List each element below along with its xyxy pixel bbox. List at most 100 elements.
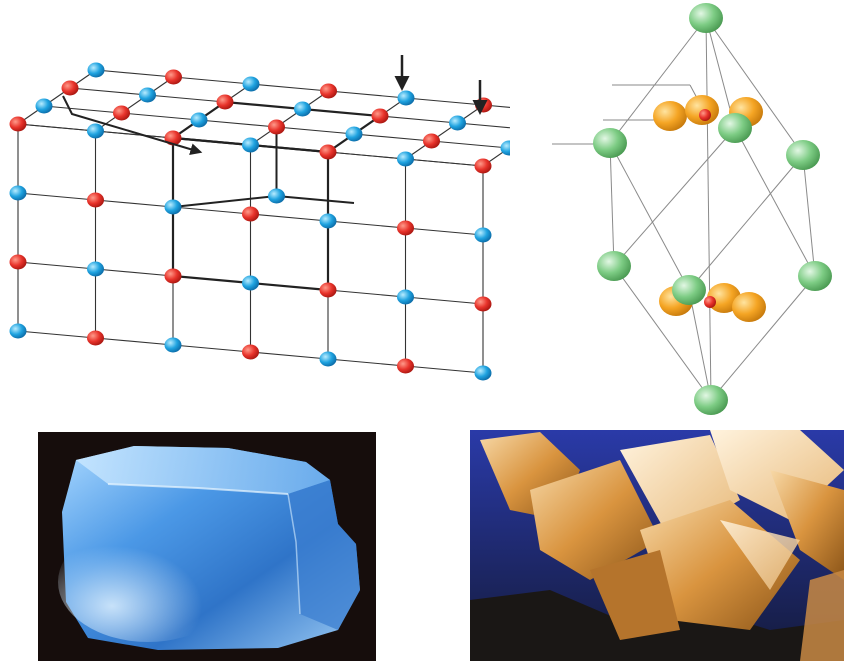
calcium-atom bbox=[786, 140, 820, 170]
cell-edge bbox=[609, 17, 707, 144]
cell-edge bbox=[705, 17, 712, 401]
lattice-line bbox=[328, 90, 407, 99]
lattice-line bbox=[121, 112, 200, 121]
crystal-shard bbox=[720, 520, 800, 590]
blue-ion bbox=[35, 98, 53, 114]
blue-ion bbox=[319, 213, 337, 229]
oxygen-atom bbox=[653, 101, 687, 131]
lattice-line bbox=[379, 115, 458, 124]
red-ion bbox=[423, 133, 440, 149]
carbon-atom bbox=[699, 109, 711, 121]
lattice-line bbox=[69, 87, 148, 96]
blue-ion bbox=[474, 365, 492, 381]
blue-ion bbox=[242, 76, 260, 92]
lattice-line bbox=[198, 119, 277, 128]
blue-ion bbox=[500, 140, 510, 156]
lattice-line bbox=[431, 140, 510, 149]
lattice-line bbox=[405, 97, 484, 106]
calcite-unit-cell-diagram bbox=[540, 0, 844, 420]
cell-edge bbox=[705, 17, 804, 156]
calcium-atom bbox=[694, 385, 728, 415]
blue-ion bbox=[449, 115, 466, 131]
calcium-atom bbox=[718, 113, 752, 143]
lattice-line bbox=[327, 289, 406, 298]
nacl-lattice-diagram bbox=[0, 0, 510, 420]
calcite-cell-svg bbox=[552, 3, 832, 415]
carbon-atom bbox=[704, 296, 716, 308]
lattice-line bbox=[276, 126, 355, 135]
halite-crystal-photo bbox=[38, 432, 376, 661]
lattice-ions bbox=[9, 62, 510, 381]
calcium-atom bbox=[593, 128, 627, 158]
lattice-line bbox=[95, 268, 174, 277]
blue-ion bbox=[474, 227, 492, 243]
lattice-line bbox=[95, 199, 174, 208]
blue-ion bbox=[242, 275, 259, 291]
lattice-line bbox=[43, 105, 122, 114]
crystal-highlight bbox=[58, 522, 238, 642]
lattice-line bbox=[353, 133, 432, 142]
blue-ion bbox=[268, 188, 285, 204]
lattice-line bbox=[327, 220, 406, 229]
lattice-line bbox=[405, 365, 484, 374]
calcium-atom bbox=[798, 261, 832, 291]
lattice-lines bbox=[17, 69, 510, 374]
lattice-line bbox=[17, 261, 96, 270]
blue-ion bbox=[9, 323, 27, 339]
red-ion bbox=[474, 296, 492, 312]
lattice-line bbox=[147, 94, 226, 103]
crystal-shard bbox=[590, 550, 680, 640]
lattice-line bbox=[327, 151, 406, 160]
red-ion bbox=[371, 108, 389, 124]
lattice-line bbox=[95, 69, 174, 78]
lattice-line bbox=[405, 158, 484, 167]
red-ion bbox=[87, 192, 104, 208]
red-ion bbox=[474, 158, 492, 174]
lattice-line bbox=[250, 213, 329, 222]
blue-ion bbox=[164, 337, 182, 353]
cell-edge bbox=[609, 142, 615, 267]
lattice-line bbox=[172, 206, 251, 215]
blue-ion bbox=[397, 90, 415, 106]
lattice-line bbox=[405, 296, 484, 305]
cell-edge bbox=[613, 127, 736, 267]
cell-edge bbox=[688, 289, 712, 401]
pointer-arrows bbox=[62, 55, 488, 156]
blue-ion bbox=[242, 137, 259, 153]
red-ion bbox=[164, 268, 182, 284]
red-ion bbox=[242, 206, 259, 222]
lattice-line bbox=[17, 192, 96, 201]
cell-edge bbox=[609, 142, 690, 291]
blue-ion bbox=[87, 261, 104, 277]
calcite-crystal-image bbox=[470, 430, 844, 661]
cell-edge bbox=[688, 154, 804, 291]
calcium-atom bbox=[672, 275, 706, 305]
blue-ion bbox=[87, 123, 104, 139]
red-ion bbox=[61, 80, 79, 96]
lattice-line bbox=[173, 76, 252, 85]
lattice-line bbox=[276, 195, 355, 204]
crystal-edge bbox=[287, 493, 301, 615]
lattice-line bbox=[172, 344, 251, 353]
halite-crystal-image bbox=[58, 446, 360, 650]
red-ion bbox=[165, 69, 182, 85]
red-ion bbox=[319, 144, 337, 160]
lattice-line bbox=[172, 195, 277, 208]
lattice-line bbox=[327, 358, 406, 367]
cell-pointer-arrow bbox=[62, 95, 203, 156]
blue-ion bbox=[319, 351, 337, 367]
red-ion bbox=[87, 330, 104, 346]
oxygen-atom bbox=[732, 292, 766, 322]
red-ion bbox=[268, 119, 285, 135]
lattice-line bbox=[405, 227, 484, 236]
blue-ion bbox=[9, 185, 27, 201]
crystal-side-face bbox=[288, 480, 360, 630]
lattice-line bbox=[457, 122, 510, 129]
lattice-line bbox=[250, 83, 329, 92]
red-ion bbox=[9, 254, 27, 270]
lattice-line bbox=[17, 123, 96, 132]
cell-edges bbox=[609, 17, 816, 401]
red-ion bbox=[320, 83, 337, 99]
cell-edge bbox=[734, 127, 816, 277]
